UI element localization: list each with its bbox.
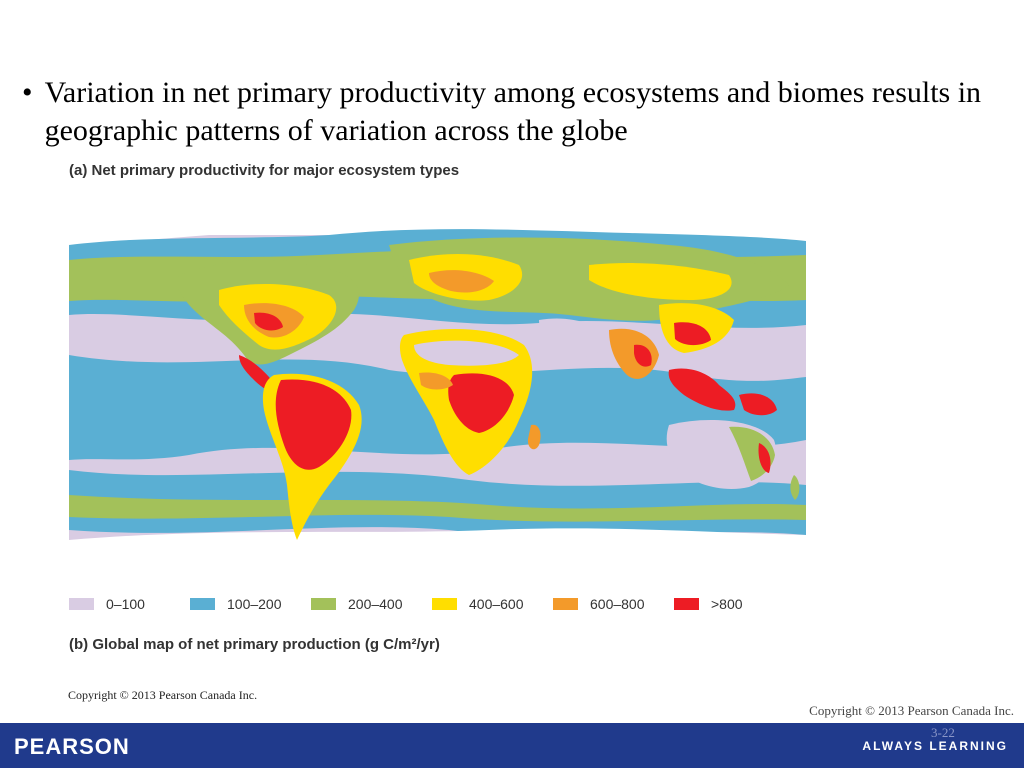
north-america-southeast bbox=[254, 312, 283, 331]
new-guinea bbox=[739, 393, 777, 416]
new-zealand bbox=[790, 475, 800, 500]
legend-label: 0–100 bbox=[106, 596, 145, 612]
figure-title: (a) Net primary productivity for major e… bbox=[69, 162, 460, 179]
legend-swatch bbox=[190, 598, 215, 610]
legend-item: 0–100 bbox=[69, 596, 190, 612]
bullet-symbol: • bbox=[22, 76, 33, 109]
south-china bbox=[674, 322, 711, 346]
europe-west bbox=[429, 270, 494, 293]
madagascar bbox=[527, 424, 541, 450]
figure-caption: (b) Global map of net primary production… bbox=[69, 636, 440, 653]
legend-label: 200–400 bbox=[348, 596, 403, 612]
legend-swatch bbox=[674, 598, 699, 610]
australia-east-coast bbox=[758, 443, 771, 473]
npp-world-map bbox=[69, 205, 806, 575]
india-east bbox=[634, 344, 652, 367]
footer-bar: PEARSON 3-22 ALWAYS LEARNING bbox=[0, 723, 1024, 768]
footer-tagline: ALWAYS LEARNING bbox=[862, 739, 1008, 753]
legend-label: 600–800 bbox=[590, 596, 645, 612]
south-ocean-mid bbox=[69, 495, 806, 522]
bullet-point: • Variation in net primary productivity … bbox=[22, 74, 1002, 150]
legend-swatch bbox=[311, 598, 336, 610]
legend-item: 400–600 bbox=[432, 596, 553, 612]
legend-item: 200–400 bbox=[311, 596, 432, 612]
legend-swatch bbox=[69, 598, 94, 610]
legend-item: 600–800 bbox=[553, 596, 674, 612]
legend-label: >800 bbox=[711, 596, 743, 612]
amazon-region bbox=[275, 379, 352, 470]
legend-label: 100–200 bbox=[227, 596, 282, 612]
slide-copyright: Copyright © 2013 Pearson Canada Inc. bbox=[809, 703, 1014, 718]
legend-item: 100–200 bbox=[190, 596, 311, 612]
bullet-text: Variation in net primary productivity am… bbox=[44, 76, 982, 147]
antarctica bbox=[69, 528, 806, 575]
figure-copyright: Copyright © 2013 Pearson Canada Inc. bbox=[68, 688, 258, 702]
legend-label: 400–600 bbox=[469, 596, 524, 612]
arabia-desert bbox=[539, 318, 609, 357]
west-africa-coast bbox=[419, 372, 453, 390]
legend-item: >800 bbox=[674, 596, 795, 612]
southeast-asia bbox=[668, 368, 736, 411]
map-legend: 0–100 100–200 200–400 400–600 600–800 >8… bbox=[69, 596, 795, 612]
slide-number: 3-22 bbox=[931, 725, 955, 740]
legend-swatch bbox=[553, 598, 578, 610]
legend-swatch bbox=[432, 598, 457, 610]
sahara bbox=[414, 340, 519, 366]
siberia-forest bbox=[589, 263, 732, 300]
pearson-logo: PEARSON bbox=[14, 734, 130, 759]
congo-basin bbox=[448, 373, 514, 433]
